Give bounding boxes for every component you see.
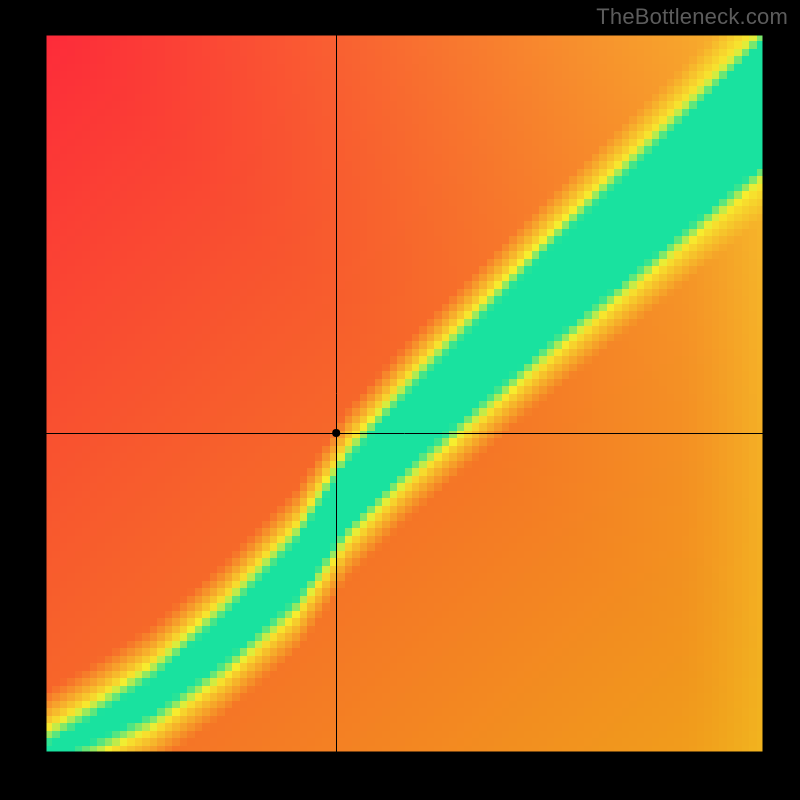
bottleneck-heatmap-canvas — [0, 0, 800, 800]
chart-stage: TheBottleneck.com — [0, 0, 800, 800]
watermark-text: TheBottleneck.com — [596, 4, 788, 30]
